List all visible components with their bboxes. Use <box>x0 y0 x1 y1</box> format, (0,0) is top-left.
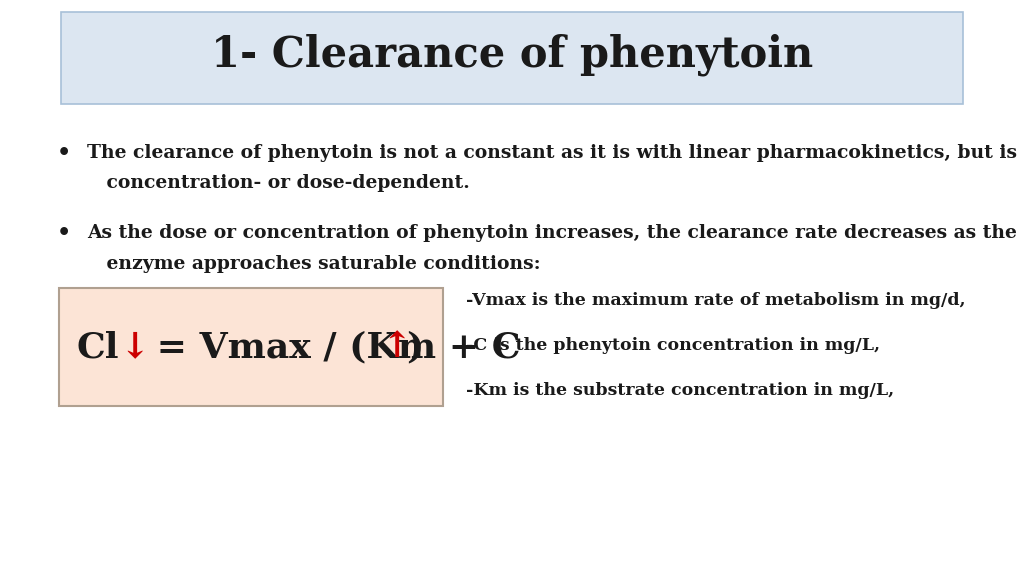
Text: -Vmax is the maximum rate of metabolism in mg/d,: -Vmax is the maximum rate of metabolism … <box>466 292 966 309</box>
Text: -Km is the substrate concentration in mg/L,: -Km is the substrate concentration in mg… <box>466 382 894 399</box>
Text: •: • <box>56 223 71 243</box>
Text: ↑: ↑ <box>381 330 412 365</box>
Text: -C is the phenytoin concentration in mg/L,: -C is the phenytoin concentration in mg/… <box>466 337 880 354</box>
Text: As the dose or concentration of phenytoin increases, the clearance rate decrease: As the dose or concentration of phenytoi… <box>87 224 1017 242</box>
Text: = Vmax / (Km + C: = Vmax / (Km + C <box>144 330 521 365</box>
Text: 1- Clearance of phenytoin: 1- Clearance of phenytoin <box>211 33 813 76</box>
Text: The clearance of phenytoin is not a constant as it is with linear pharmacokineti: The clearance of phenytoin is not a cons… <box>87 143 1017 162</box>
Text: ): ) <box>407 330 424 365</box>
Text: ↓: ↓ <box>119 330 150 365</box>
Text: Cl: Cl <box>77 330 120 365</box>
Text: •: • <box>56 143 71 162</box>
FancyBboxPatch shape <box>61 12 963 104</box>
FancyBboxPatch shape <box>59 288 443 406</box>
Text: enzyme approaches saturable conditions:: enzyme approaches saturable conditions: <box>87 255 541 273</box>
Text: concentration- or dose-dependent.: concentration- or dose-dependent. <box>87 174 470 192</box>
